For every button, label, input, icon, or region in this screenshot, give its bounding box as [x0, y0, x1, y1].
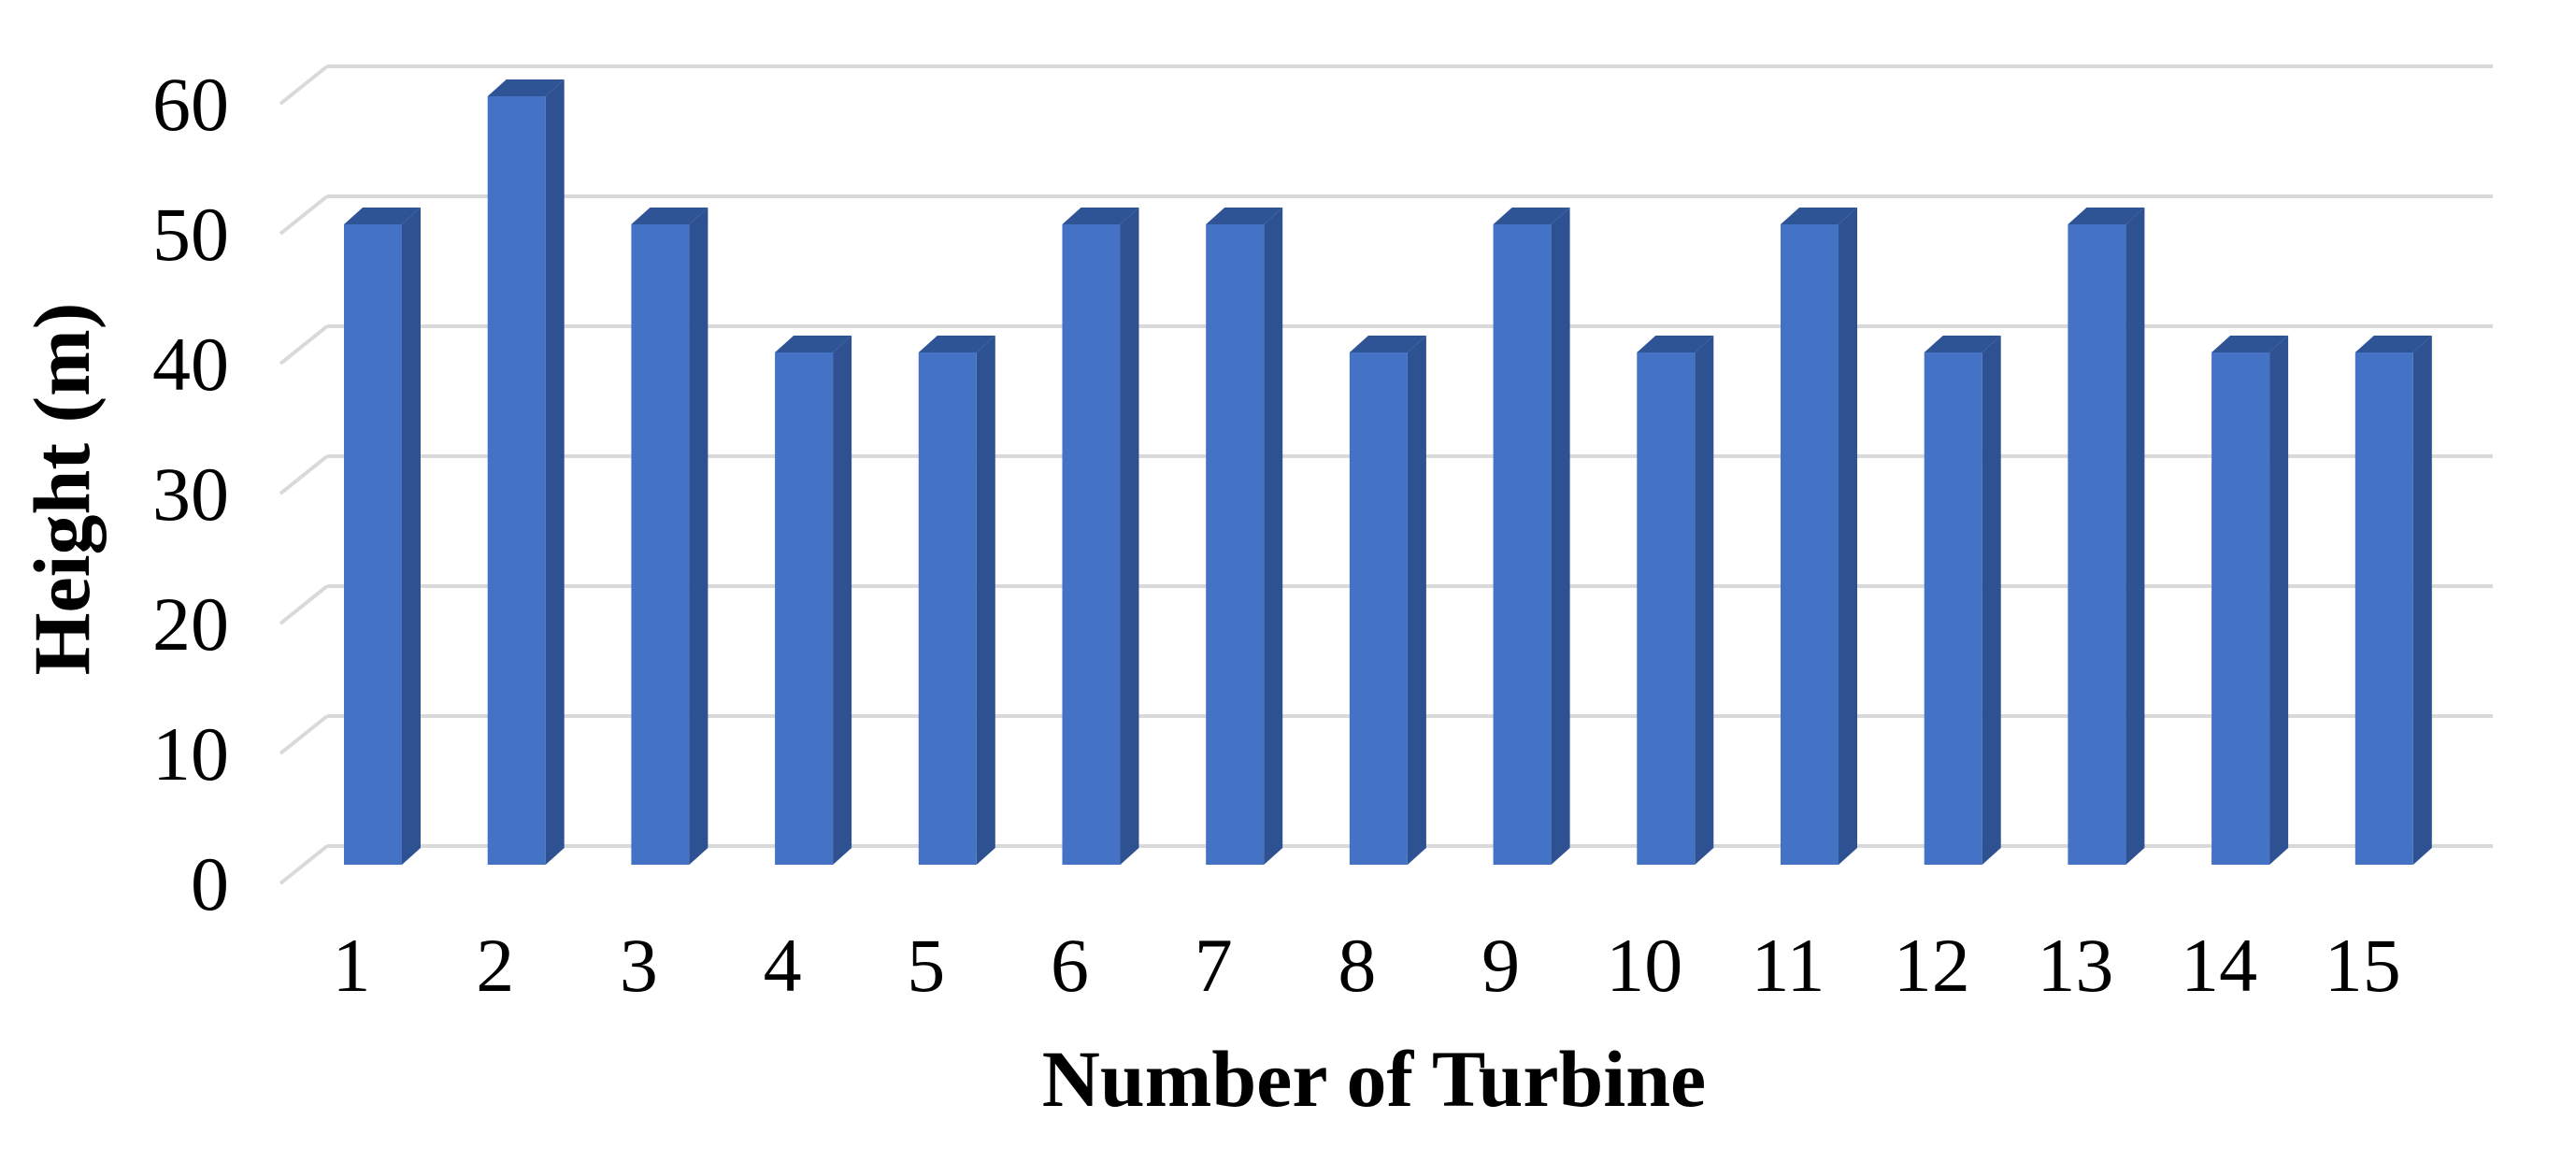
bar-front-face-1: [344, 224, 402, 865]
bar-front-face-7: [1206, 224, 1265, 865]
x-tick-label-4: 4: [764, 923, 802, 1008]
bar-side-face-12: [1982, 336, 2001, 865]
x-tick-label-13: 13: [2037, 923, 2113, 1008]
bar-top-face-4: [775, 336, 852, 352]
x-tick-label-14: 14: [2181, 923, 2257, 1008]
bar-top-face-14: [2211, 336, 2289, 352]
gridline-tick-40: [279, 324, 329, 366]
bar-side-face-13: [2125, 208, 2145, 865]
bar-turbine-10: [1637, 336, 1714, 865]
bar-front-face-2: [487, 96, 546, 865]
bar-front-face-15: [2354, 352, 2413, 865]
x-tick-label-7: 7: [1195, 923, 1233, 1008]
x-axis-title: Number of Turbine: [1042, 1034, 1706, 1124]
x-tick-label-15: 15: [2325, 923, 2401, 1008]
bar-front-face-13: [2068, 224, 2126, 865]
bar-top-face-7: [1206, 208, 1283, 224]
gridline-tick-60: [279, 65, 329, 106]
bar-top-face-6: [1062, 208, 1139, 224]
bar-side-face-1: [402, 208, 421, 865]
y-axis-tick-labels: 0 10 20 30 40 50 60: [152, 62, 229, 926]
bar-front-face-3: [631, 224, 690, 865]
bar-front-face-9: [1493, 224, 1552, 865]
gridline-tick-30: [279, 454, 329, 495]
bar-side-face-5: [976, 336, 995, 865]
bar-side-face-6: [1120, 208, 1139, 865]
bar-turbine-8: [1349, 336, 1426, 865]
x-tick-label-6: 6: [1051, 923, 1089, 1008]
bar-side-face-14: [2269, 336, 2289, 865]
bar-top-face-3: [631, 208, 708, 224]
y-tick-label-10: 10: [152, 711, 229, 796]
bars-group: [344, 79, 2432, 865]
x-tick-label-8: 8: [1338, 923, 1376, 1008]
bar-top-face-9: [1493, 208, 1570, 224]
bar-turbine-11: [1781, 208, 1857, 865]
y-tick-label-60: 60: [152, 62, 229, 147]
bar-turbine-3: [631, 208, 708, 865]
y-tick-label-40: 40: [152, 322, 229, 407]
x-tick-label-1: 1: [333, 923, 371, 1008]
bar-side-face-2: [545, 79, 565, 865]
bar-turbine-12: [1924, 336, 2001, 865]
gridline-tick-0: [279, 844, 329, 885]
x-tick-label-12: 12: [1894, 923, 1970, 1008]
bar-top-face-1: [344, 208, 421, 224]
bar-front-face-8: [1349, 352, 1408, 865]
x-tick-label-11: 11: [1752, 923, 1825, 1008]
gridline-tick-50: [279, 194, 329, 236]
x-tick-label-2: 2: [476, 923, 514, 1008]
bar-turbine-1: [344, 208, 421, 865]
bar-top-face-10: [1637, 336, 1714, 352]
bar-front-face-6: [1062, 224, 1121, 865]
x-tick-label-3: 3: [620, 923, 658, 1008]
bar-side-face-4: [833, 336, 852, 865]
y-tick-label-50: 50: [152, 192, 229, 277]
bar-top-face-8: [1349, 336, 1426, 352]
y-axis-title: Height (m): [17, 303, 107, 676]
bar-side-face-7: [1264, 208, 1283, 865]
gridline-tick-20: [279, 584, 329, 625]
y-tick-label-30: 30: [152, 452, 229, 537]
bar-turbine-13: [2068, 208, 2145, 865]
bar-side-face-11: [1839, 208, 1857, 865]
bar-side-face-9: [1551, 208, 1570, 865]
bar-front-face-12: [1924, 352, 1982, 865]
bar-turbine-14: [2211, 336, 2289, 865]
bar-side-face-10: [1695, 336, 1714, 865]
bar-side-face-8: [1407, 336, 1426, 865]
bar-turbine-5: [918, 336, 995, 865]
bar-top-face-2: [487, 79, 565, 96]
bar-front-face-5: [918, 352, 977, 865]
bar-front-face-14: [2211, 352, 2270, 865]
x-tick-label-5: 5: [907, 923, 945, 1008]
bar-top-face-5: [918, 336, 995, 352]
y-tick-label-0: 0: [191, 841, 229, 926]
bar-front-face-11: [1781, 224, 1839, 865]
x-tick-label-9: 9: [1481, 923, 1520, 1008]
bar-turbine-9: [1493, 208, 1570, 865]
x-tick-label-10: 10: [1606, 923, 1682, 1008]
bar-turbine-7: [1206, 208, 1283, 865]
x-axis-tick-labels: 1 2 3 4 5 6 7 8 9 10 11 12 13 14 15: [333, 923, 2401, 1008]
y-tick-label-20: 20: [152, 581, 229, 667]
bar-turbine-15: [2354, 336, 2432, 865]
bar-turbine-2: [487, 79, 565, 865]
gridline-tick-10: [279, 714, 329, 755]
bar-top-face-12: [1924, 336, 2001, 352]
bar-turbine-4: [775, 336, 852, 865]
bar-turbine-6: [1062, 208, 1139, 865]
bar-front-face-10: [1637, 352, 1696, 865]
bar-top-face-15: [2354, 336, 2432, 352]
bar-front-face-4: [775, 352, 834, 865]
bar-top-face-13: [2068, 208, 2145, 224]
bar-top-face-11: [1781, 208, 1857, 224]
bar-side-face-15: [2412, 336, 2432, 865]
bar-side-face-3: [689, 208, 708, 865]
